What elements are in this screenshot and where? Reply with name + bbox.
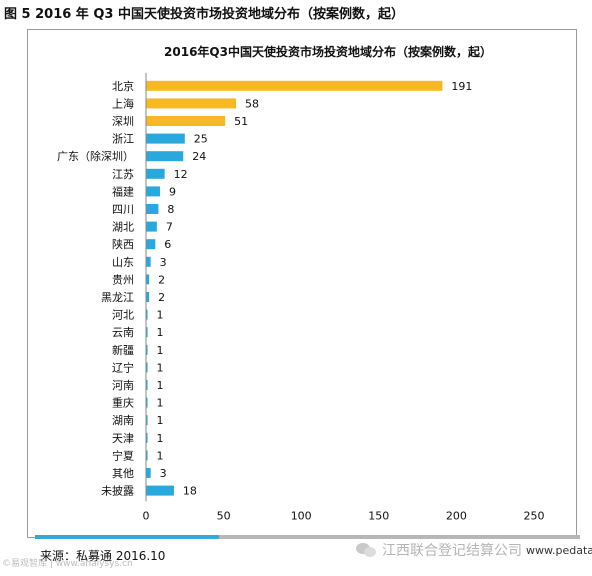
bar xyxy=(146,380,148,390)
bar xyxy=(146,116,226,126)
bar xyxy=(146,168,165,179)
category-label: 北京 xyxy=(112,79,134,93)
bar xyxy=(146,221,157,232)
bar xyxy=(146,239,156,250)
category-label: 重庆 xyxy=(112,396,134,410)
bar xyxy=(146,80,443,91)
category-label: 湖南 xyxy=(112,414,134,427)
bar xyxy=(146,327,148,338)
bar xyxy=(146,485,174,496)
value-label: 1 xyxy=(157,397,164,410)
bar xyxy=(146,468,151,478)
category-label: 云南 xyxy=(112,326,134,339)
x-tick-label: 150 xyxy=(368,509,389,522)
bar xyxy=(146,415,148,426)
category-label: 广东（除深圳） xyxy=(57,149,134,163)
bottom-rule-gray xyxy=(217,535,580,539)
category-label: 陕西 xyxy=(112,237,134,251)
x-axis: 0 50 100 150 200 250 xyxy=(143,73,545,522)
value-label: 1 xyxy=(157,449,164,462)
value-label: 58 xyxy=(245,97,259,110)
x-tick-label: 50 xyxy=(217,509,231,522)
value-label: 1 xyxy=(157,309,164,322)
category-label: 湖北 xyxy=(112,221,134,234)
chart-title: 2016年Q3中国天使投资市场投资地域分布（按案例数，起） xyxy=(164,44,492,59)
value-label: 1 xyxy=(157,344,164,357)
value-label: 3 xyxy=(160,256,167,269)
x-tick-label: 200 xyxy=(446,509,467,522)
category-label: 宁夏 xyxy=(112,448,134,462)
category-label: 福建 xyxy=(112,184,134,198)
category-label: 新疆 xyxy=(112,343,134,357)
value-label: 191 xyxy=(451,80,472,93)
value-label: 51 xyxy=(234,115,248,128)
bottom-rule-blue xyxy=(35,535,219,539)
watermark-url: www.pedata.cn xyxy=(526,543,592,557)
value-label: 1 xyxy=(157,414,164,427)
bar xyxy=(146,274,150,285)
bars-group xyxy=(146,80,443,496)
figure-caption: 图 5 2016 年 Q3 中国天使投资市场投资地域分布（按案例数，起） xyxy=(4,7,404,22)
source-note: 来源：私募通 2016.10 xyxy=(40,549,166,563)
value-label: 18 xyxy=(183,485,197,498)
bar xyxy=(146,344,148,355)
value-label: 12 xyxy=(174,168,188,181)
value-label: 2 xyxy=(158,291,165,304)
value-label: 1 xyxy=(157,361,164,374)
category-label: 四川 xyxy=(112,203,134,216)
bar xyxy=(146,397,148,408)
bar xyxy=(146,256,151,267)
bar xyxy=(146,151,184,162)
value-label: 2 xyxy=(158,273,165,286)
value-label: 24 xyxy=(192,150,206,163)
category-label: 江苏 xyxy=(112,168,134,181)
category-label: 深圳 xyxy=(112,115,134,128)
bar-chart: 2016年Q3中国天使投资市场投资地域分布（按案例数，起） 北京上海深圳浙江广东… xyxy=(57,44,545,522)
value-label: 6 xyxy=(164,238,171,251)
bar xyxy=(146,98,237,109)
value-label: 25 xyxy=(194,133,208,146)
bar xyxy=(146,450,148,461)
x-tick-label: 250 xyxy=(524,509,545,522)
bar xyxy=(146,362,148,373)
bar xyxy=(146,292,150,302)
watermark-text: 江西联合登记结算公司 xyxy=(382,543,522,559)
wechat-icon xyxy=(356,541,378,559)
category-label: 黑龙江 xyxy=(101,291,134,304)
chart-frame: 2016年Q3中国天使投资市场投资地域分布（按案例数，起） 北京上海深圳浙江广东… xyxy=(27,29,577,538)
category-label: 河北 xyxy=(112,309,134,322)
category-label: 河南 xyxy=(112,379,134,392)
category-label: 上海 xyxy=(112,96,134,110)
watermark-left: ©易观智库 | www.analysys.cn xyxy=(2,559,133,569)
watermark-right: 江西联合登记结算公司 www.pedata.cn xyxy=(356,540,592,560)
x-tick-label: 100 xyxy=(291,509,312,522)
category-label: 辽宁 xyxy=(112,360,134,374)
category-label: 其他 xyxy=(112,467,134,480)
category-label: 浙江 xyxy=(112,133,134,146)
bar xyxy=(146,133,185,144)
value-label: 1 xyxy=(157,326,164,339)
bar xyxy=(146,186,160,197)
value-label: 9 xyxy=(169,185,176,198)
value-label: 7 xyxy=(166,221,173,234)
value-label: 1 xyxy=(157,379,164,392)
value-label: 3 xyxy=(160,467,167,480)
category-label: 山东 xyxy=(112,256,134,269)
category-label: 未披露 xyxy=(101,484,134,498)
category-label: 贵州 xyxy=(112,273,134,286)
bar xyxy=(146,309,148,320)
value-labels: 191 58 51 25 24 12 9 8 7 6 3 2 2 1 1 1 1 1 1 1 1 1 3 18 xyxy=(157,80,473,498)
category-label: 天津 xyxy=(112,432,134,445)
bar xyxy=(146,432,148,443)
x-tick-label: 0 xyxy=(143,509,150,522)
value-label: 8 xyxy=(167,203,174,216)
bar xyxy=(146,204,159,214)
value-label: 1 xyxy=(157,432,164,445)
